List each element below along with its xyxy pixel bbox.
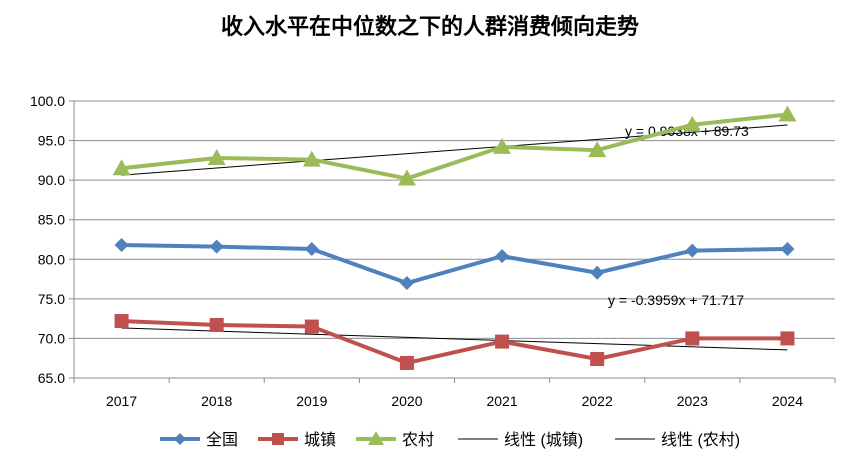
series-2 bbox=[114, 314, 795, 370]
series-1 bbox=[114, 238, 795, 291]
y-tick-label: 65.0 bbox=[38, 370, 65, 386]
y-tick-label: 85.0 bbox=[38, 212, 65, 228]
x-tick-label: 2017 bbox=[106, 393, 137, 409]
point-marker bbox=[399, 276, 414, 291]
series-line bbox=[121, 243, 788, 286]
point-marker bbox=[399, 355, 414, 370]
trendline-equation: y = -0.3959x + 71.717 bbox=[608, 292, 744, 308]
point-marker bbox=[590, 352, 605, 367]
point-marker bbox=[112, 159, 131, 176]
series bbox=[112, 105, 797, 370]
trendline bbox=[121, 124, 788, 176]
series-3 bbox=[112, 105, 797, 186]
x-tick-label: 2019 bbox=[296, 393, 327, 409]
series-line bbox=[121, 319, 788, 365]
point-marker bbox=[685, 243, 700, 258]
point-marker bbox=[209, 317, 224, 332]
y-tick-label: 75.0 bbox=[38, 291, 65, 307]
point-marker bbox=[493, 137, 512, 154]
point-marker bbox=[114, 238, 129, 253]
legend: 全国 城镇 农村 线性 (城镇) 线性 (农村) bbox=[160, 431, 740, 449]
point-marker bbox=[683, 115, 702, 132]
legend-item: 线性 (城镇) bbox=[458, 431, 583, 449]
y-tick-label: 95.0 bbox=[38, 133, 65, 149]
point-marker bbox=[207, 148, 226, 165]
point-marker bbox=[368, 431, 384, 445]
point-marker bbox=[272, 433, 284, 445]
x-tick-label: 2023 bbox=[677, 393, 708, 409]
chart-title: 收入水平在中位数之下的人群消费倾向走势 bbox=[221, 14, 639, 40]
point-marker bbox=[209, 239, 224, 254]
x-tick-label: 2021 bbox=[486, 393, 517, 409]
legend-label: 城镇 bbox=[304, 431, 336, 449]
grid bbox=[74, 100, 835, 339]
legend-item: 全国 bbox=[160, 431, 238, 449]
legend-item: 城镇 bbox=[258, 431, 336, 449]
point-marker bbox=[495, 249, 510, 264]
point-marker bbox=[780, 241, 795, 256]
point-marker bbox=[174, 433, 186, 445]
legend-label: 线性 (城镇) bbox=[504, 431, 583, 449]
x-tick-label: 2024 bbox=[772, 393, 803, 409]
axes: 65.0 70.0 75.0 80.0 85.0 90.0 95.0 100.0 2017 201… bbox=[30, 93, 836, 409]
point-marker bbox=[685, 331, 700, 346]
point-marker bbox=[778, 105, 797, 122]
point-marker bbox=[304, 241, 319, 256]
y-tick-label: 70.0 bbox=[38, 330, 65, 346]
legend-item: 线性 (农村) bbox=[615, 431, 740, 449]
x-tick-label: 2018 bbox=[201, 393, 232, 409]
x-tick-label: 2022 bbox=[582, 393, 613, 409]
point-marker bbox=[590, 265, 605, 280]
legend-item: 农村 bbox=[356, 431, 434, 449]
legend-label: 全国 bbox=[206, 431, 238, 449]
trendline bbox=[121, 327, 788, 351]
point-marker bbox=[304, 319, 319, 334]
legend-label: 线性 (农村) bbox=[661, 431, 740, 449]
series-line bbox=[121, 112, 788, 181]
point-marker bbox=[495, 334, 510, 349]
y-tick-label: 80.0 bbox=[38, 251, 65, 267]
legend-label: 农村 bbox=[402, 431, 434, 449]
point-marker bbox=[114, 314, 129, 329]
point-marker bbox=[302, 150, 321, 167]
x-tick-label: 2020 bbox=[391, 393, 422, 409]
point-marker bbox=[588, 141, 607, 158]
point-marker bbox=[780, 331, 795, 346]
y-tick-label: 100.0 bbox=[30, 93, 65, 109]
point-marker bbox=[397, 169, 416, 186]
y-tick-label: 90.0 bbox=[38, 172, 65, 188]
